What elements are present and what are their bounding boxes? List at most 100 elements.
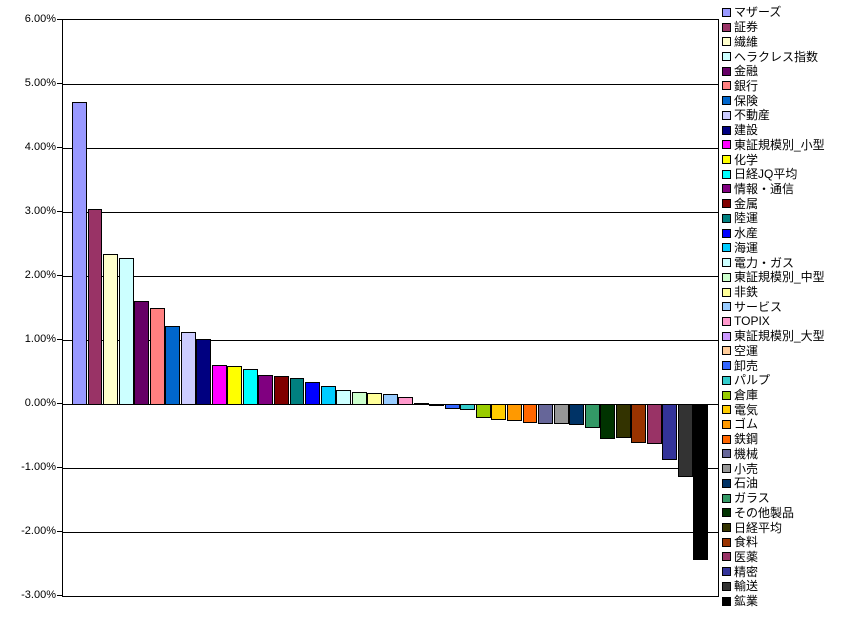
legend-item-保険[interactable]: 保険: [722, 93, 846, 108]
bar-東証規模別_小型[interactable]: [211, 364, 227, 405]
bar-小売[interactable]: [553, 404, 569, 425]
legend-label: ゴム: [734, 417, 759, 432]
legend-swatch-icon: [722, 155, 731, 165]
legend-item-その他製品[interactable]: その他製品: [722, 505, 846, 520]
bar-海運[interactable]: [320, 386, 336, 405]
bar-日経平均[interactable]: [615, 404, 631, 438]
legend-item-マザーズ[interactable]: マザーズ: [722, 5, 846, 20]
legend-item-精密[interactable]: 精密: [722, 564, 846, 579]
legend-item-医薬[interactable]: 医薬: [722, 550, 846, 565]
bar-証券[interactable]: [87, 208, 103, 405]
legend-item-不動産[interactable]: 不動産: [722, 108, 846, 123]
bar-金融[interactable]: [134, 300, 150, 405]
legend-item-東証規模別_中型[interactable]: 東証規模別_中型: [722, 270, 846, 285]
legend-label: 金属: [734, 196, 759, 211]
legend-label: 化学: [734, 152, 759, 167]
bar-パルプ[interactable]: [460, 404, 476, 411]
bar-卸売[interactable]: [444, 404, 460, 409]
legend-item-ゴム[interactable]: ゴム: [722, 417, 846, 432]
legend-item-繊維[interactable]: 繊維: [722, 34, 846, 49]
bar-鉄鋼[interactable]: [522, 404, 538, 423]
bar-食料[interactable]: [631, 404, 647, 443]
legend-swatch-icon: [722, 169, 731, 179]
legend-item-サービス[interactable]: サービス: [722, 299, 846, 314]
legend-label: 非鉄: [734, 285, 759, 300]
bar-水産[interactable]: [305, 382, 320, 405]
bar-保険[interactable]: [165, 325, 181, 405]
legend-item-食料[interactable]: 食料: [722, 535, 846, 550]
legend-swatch-icon: [722, 537, 731, 547]
legend-swatch-icon: [722, 302, 731, 312]
legend-item-卸売[interactable]: 卸売: [722, 358, 846, 373]
legend-swatch-icon: [722, 228, 731, 238]
bar-ヘラクレス指数[interactable]: [118, 258, 134, 405]
legend-swatch-icon: [722, 478, 731, 488]
legend-item-鉄鋼[interactable]: 鉄鋼: [722, 432, 846, 447]
legend-item-海運[interactable]: 海運: [722, 241, 846, 256]
gridline: [63, 275, 718, 277]
legend-item-鉱業[interactable]: 鉱業: [722, 594, 846, 609]
legend-swatch-icon: [722, 287, 731, 297]
bar-倉庫[interactable]: [475, 404, 491, 418]
legend-item-TOPIX[interactable]: TOPIX: [722, 314, 846, 329]
legend-item-ヘラクレス指数[interactable]: ヘラクレス指数: [722, 49, 846, 64]
bar-繊維[interactable]: [103, 254, 118, 405]
bar-銀行[interactable]: [149, 308, 165, 405]
bar-情報・通信[interactable]: [258, 375, 274, 405]
bar-鉱業[interactable]: [693, 404, 709, 560]
legend-item-電力・ガス[interactable]: 電力・ガス: [722, 255, 846, 270]
bar-ゴム[interactable]: [507, 404, 522, 421]
legend-item-陸運[interactable]: 陸運: [722, 211, 846, 226]
legend-item-倉庫[interactable]: 倉庫: [722, 388, 846, 403]
y-axis-tick-label: 5.00%: [24, 77, 56, 89]
legend-item-銀行[interactable]: 銀行: [722, 79, 846, 94]
legend-item-建設[interactable]: 建設: [722, 123, 846, 138]
legend-item-東証規模別_大型[interactable]: 東証規模別_大型: [722, 329, 846, 344]
bar-空運[interactable]: [429, 404, 445, 407]
legend-item-石油[interactable]: 石油: [722, 476, 846, 491]
bar-精密[interactable]: [662, 404, 678, 461]
legend-item-金融[interactable]: 金融: [722, 64, 846, 79]
bar-電気[interactable]: [491, 404, 507, 420]
bar-日経JQ平均[interactable]: [242, 368, 258, 405]
bar-石油[interactable]: [569, 404, 585, 425]
y-axis-tick-label: 4.00%: [24, 141, 56, 153]
legend-item-東証規模別_小型[interactable]: 東証規模別_小型: [722, 137, 846, 152]
bar-不動産[interactable]: [180, 331, 196, 405]
legend-item-日経平均[interactable]: 日経平均: [722, 520, 846, 535]
legend-label: 建設: [734, 123, 759, 138]
legend-item-ガラス[interactable]: ガラス: [722, 491, 846, 506]
bar-輸送[interactable]: [677, 404, 693, 478]
bar-マザーズ[interactable]: [72, 101, 87, 405]
bar-金属[interactable]: [273, 375, 289, 405]
legend-swatch-icon: [722, 493, 731, 503]
bar-化学[interactable]: [227, 365, 243, 405]
legend-swatch-icon: [722, 552, 731, 562]
bar-医薬[interactable]: [646, 404, 662, 445]
legend-item-機械[interactable]: 機械: [722, 447, 846, 462]
legend-item-電気[interactable]: 電気: [722, 402, 846, 417]
legend-item-小売[interactable]: 小売: [722, 461, 846, 476]
legend-item-空運[interactable]: 空運: [722, 344, 846, 359]
legend-item-日経JQ平均[interactable]: 日経JQ平均: [722, 167, 846, 182]
y-axis-tick-mark: [57, 595, 62, 596]
bar-機械[interactable]: [538, 404, 554, 425]
legend-item-輸送[interactable]: 輸送: [722, 579, 846, 594]
legend-item-水産[interactable]: 水産: [722, 226, 846, 241]
legend-item-情報・通信[interactable]: 情報・通信: [722, 182, 846, 197]
legend-item-非鉄[interactable]: 非鉄: [722, 285, 846, 300]
legend-swatch-icon: [722, 184, 731, 194]
legend-item-金属[interactable]: 金属: [722, 196, 846, 211]
y-axis-tick-label: -1.00%: [21, 461, 56, 473]
legend-item-化学[interactable]: 化学: [722, 152, 846, 167]
legend-label: サービス: [734, 299, 783, 314]
bar-建設[interactable]: [196, 338, 212, 405]
bar-陸運[interactable]: [289, 377, 305, 405]
gridline: [63, 83, 718, 85]
legend-item-証券[interactable]: 証券: [722, 20, 846, 35]
legend-swatch-icon: [722, 52, 731, 62]
bar-ガラス[interactable]: [584, 404, 600, 429]
legend-label: 銀行: [734, 78, 759, 93]
legend-item-パルプ[interactable]: パルプ: [722, 373, 846, 388]
bar-その他製品[interactable]: [600, 404, 616, 439]
